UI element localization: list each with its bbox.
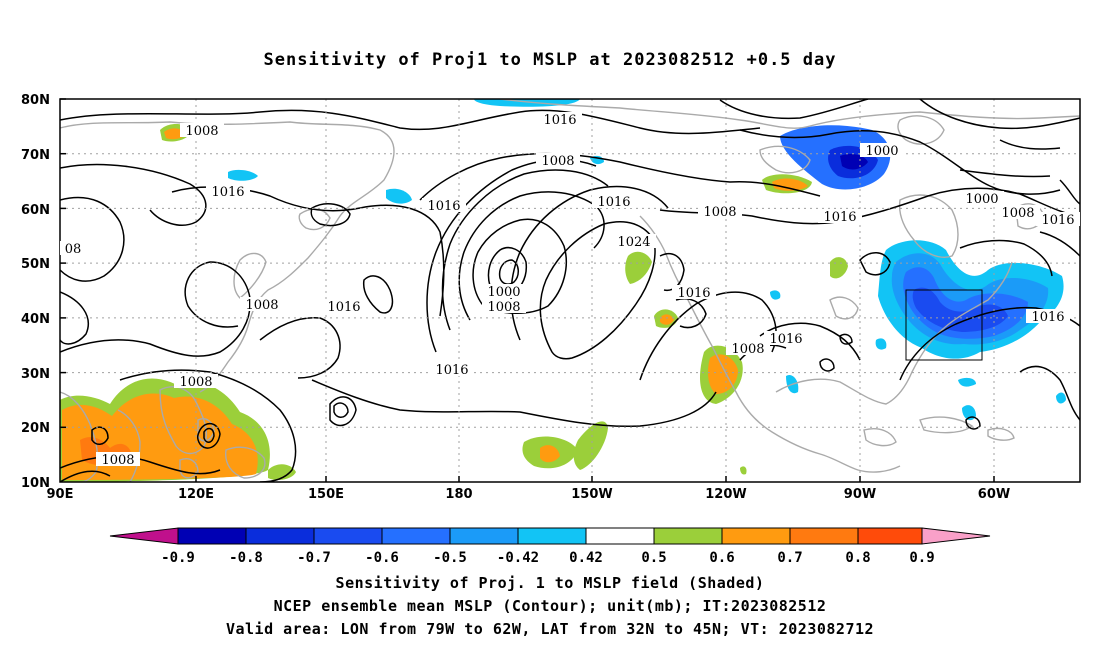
caption-line-1: Sensitivity of Proj. 1 to MSLP field (Sh… bbox=[335, 574, 765, 592]
lat-label: 60N bbox=[21, 203, 50, 218]
contour-label: 1008 bbox=[487, 300, 520, 315]
contour-label: 1016 bbox=[823, 210, 856, 225]
lon-label: 90W bbox=[844, 487, 876, 502]
contour-label: 1008 bbox=[245, 298, 278, 313]
contour-label: 1000 bbox=[965, 192, 998, 207]
contour-label: 1008 bbox=[541, 154, 574, 169]
lon-label: 180 bbox=[445, 487, 472, 502]
lat-label: 30N bbox=[21, 367, 50, 382]
contour-label: 1024 bbox=[617, 235, 650, 250]
contour-label: 1008 bbox=[1001, 206, 1034, 221]
lat-label: 50N bbox=[21, 257, 50, 272]
contour-label: 1016 bbox=[327, 300, 360, 315]
contour-labels: 1008 1016 08 1016 1016 1008 1008 1016 10… bbox=[60, 112, 1080, 468]
contour-label: 1008 bbox=[185, 124, 218, 139]
contour-label: 08 bbox=[65, 242, 82, 257]
longitude-labels: 90E 120E 150E 180 150W 120W 90W 60W bbox=[47, 487, 1011, 502]
contour-label: 1016 bbox=[543, 113, 576, 128]
axis-ticks bbox=[60, 98, 995, 482]
contour-label: 1016 bbox=[597, 195, 630, 210]
map-frame bbox=[59, 98, 1081, 483]
latitude-labels: 80N 70N 60N 50N 40N 30N 20N 10N bbox=[21, 93, 50, 491]
lon-label: 150E bbox=[308, 487, 344, 502]
positive-sensitivity-shading bbox=[60, 124, 848, 482]
contour-label: 1016 bbox=[769, 332, 802, 347]
contour-label: 1016 bbox=[677, 286, 710, 301]
contour-label: 1000 bbox=[865, 144, 898, 159]
lat-label: 80N bbox=[21, 93, 50, 108]
graticule bbox=[60, 99, 1080, 482]
contour-label: 1008 bbox=[703, 205, 736, 220]
contour-label: 1016 bbox=[435, 363, 468, 378]
contour-label: 1000 bbox=[487, 285, 520, 300]
contour-label: 1016 bbox=[427, 199, 460, 214]
lon-label: 120E bbox=[178, 487, 214, 502]
contour-label: 1016 bbox=[1041, 213, 1074, 228]
lat-label: 10N bbox=[21, 476, 50, 491]
lon-label: 60W bbox=[978, 487, 1010, 502]
contour-label: 1008 bbox=[101, 453, 134, 468]
lon-label: 150W bbox=[571, 487, 612, 502]
contour-label: 1008 bbox=[731, 342, 764, 357]
lon-label: 90E bbox=[47, 487, 74, 502]
caption-line-3: Valid area: LON from 79W to 62W, LAT fro… bbox=[225, 620, 875, 638]
lat-label: 40N bbox=[21, 312, 50, 327]
valid-area-box bbox=[905, 289, 983, 361]
chart-title: Sensitivity of Proj1 to MSLP at 20230825… bbox=[263, 50, 837, 70]
lon-label: 120W bbox=[705, 487, 746, 502]
lat-label: 70N bbox=[21, 148, 50, 163]
contour-label: 1016 bbox=[1031, 310, 1064, 325]
lat-label: 20N bbox=[21, 421, 50, 436]
contour-label: 1016 bbox=[211, 185, 244, 200]
caption-line-2: NCEP ensemble mean MSLP (Contour); unit(… bbox=[273, 597, 827, 615]
contour-label: 1008 bbox=[179, 375, 212, 390]
